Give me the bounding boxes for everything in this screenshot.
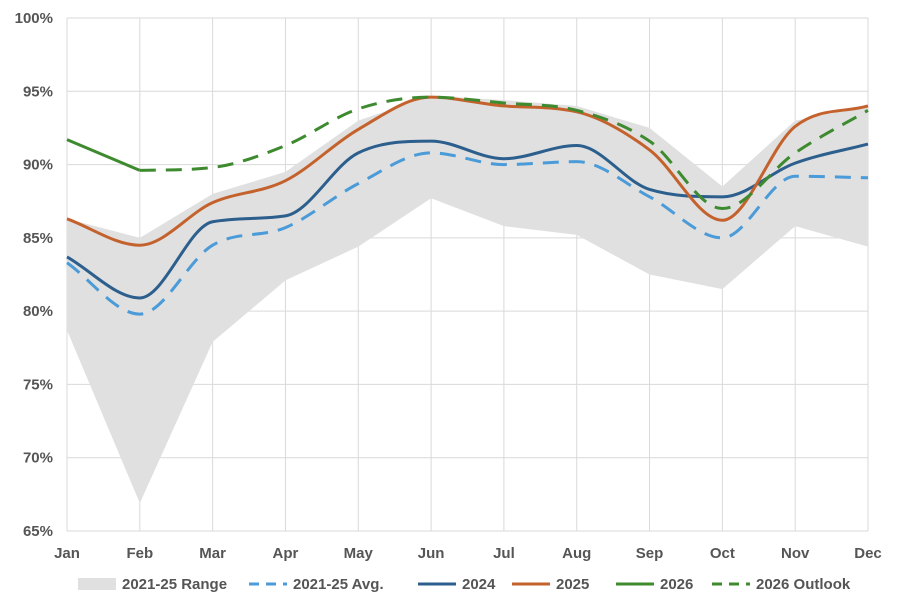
legend-item: 2025 bbox=[512, 576, 589, 593]
legend-label: 2026 bbox=[660, 576, 693, 593]
legend-item: 2021-25 Range bbox=[78, 576, 227, 593]
x-tick-label: Feb bbox=[126, 545, 153, 562]
y-tick-label: 70% bbox=[23, 450, 53, 467]
y-tick-label: 100% bbox=[15, 10, 53, 27]
legend-label: 2024 bbox=[462, 576, 496, 593]
axis-layer: 65% 70% 75% 80% 85% 90% 95% 100% Jan Feb Mar Apr May… bbox=[15, 10, 882, 562]
x-tick-label: Jun bbox=[418, 545, 445, 562]
y-tick-label: 95% bbox=[23, 83, 53, 100]
legend: 2021-25 Range 2021-25 Avg. 2024 2025 2026 202… bbox=[78, 576, 851, 593]
y-tick-label: 85% bbox=[23, 230, 53, 247]
x-tick-label: Aug bbox=[562, 545, 591, 562]
range-band-layer bbox=[67, 95, 868, 504]
series-line-2024 bbox=[66, 139, 869, 300]
x-tick-label: Nov bbox=[781, 545, 810, 562]
series-line-2026 bbox=[66, 138, 141, 172]
legend-swatch bbox=[78, 578, 116, 590]
legend-item: 2024 bbox=[418, 576, 496, 593]
y-tick-label: 90% bbox=[23, 157, 53, 174]
legend-item: 2026 Outlook bbox=[712, 576, 851, 593]
x-tick-label: Jan bbox=[54, 545, 80, 562]
legend-item: 2021-25 Avg. bbox=[249, 576, 384, 593]
x-tick-label: May bbox=[344, 545, 374, 562]
x-tick-label: Mar bbox=[199, 545, 226, 562]
x-tick-label: Dec bbox=[854, 545, 882, 562]
x-tick-label: Sep bbox=[636, 545, 664, 562]
x-tick-label: Apr bbox=[273, 545, 299, 562]
legend-label: 2021-25 Range bbox=[122, 576, 227, 593]
y-tick-label: 75% bbox=[23, 376, 53, 393]
series-line-2021-25-avg bbox=[66, 151, 869, 316]
range-band bbox=[67, 95, 868, 504]
series-layer bbox=[66, 95, 869, 316]
x-tick-label: Jul bbox=[493, 545, 515, 562]
legend-label: 2025 bbox=[556, 576, 589, 593]
legend-item: 2026 bbox=[616, 576, 693, 593]
y-tick-label: 80% bbox=[23, 303, 53, 320]
series-line-2025 bbox=[66, 95, 869, 247]
legend-label: 2026 Outlook bbox=[756, 576, 851, 593]
series-line-2026-outlook bbox=[139, 95, 869, 211]
y-tick-label: 65% bbox=[23, 523, 53, 540]
x-tick-label: Oct bbox=[710, 545, 735, 562]
legend-label: 2021-25 Avg. bbox=[293, 576, 384, 593]
